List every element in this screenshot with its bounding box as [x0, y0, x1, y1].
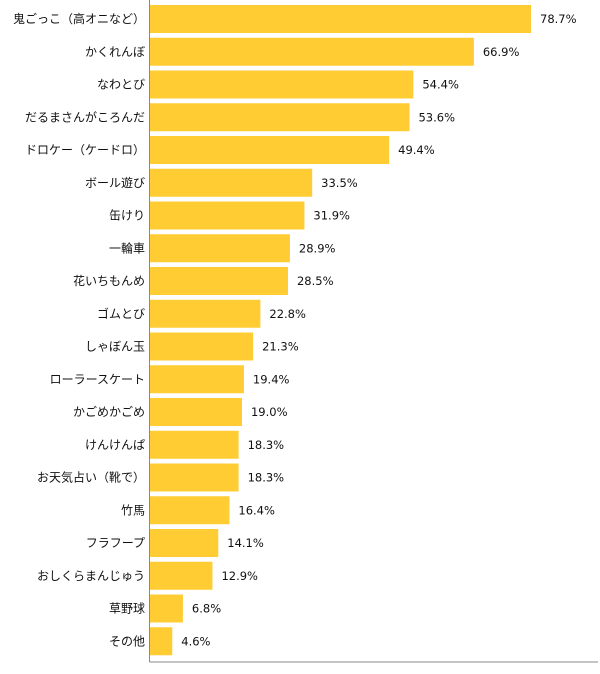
- category-label: 鬼ごっこ（高オニなど）: [13, 11, 145, 26]
- bar: [150, 365, 244, 394]
- bar: [150, 463, 239, 492]
- category-label: フラフープ: [86, 536, 145, 550]
- category-label: 花いちもんめ: [73, 273, 145, 288]
- value-label: 16.4%: [238, 503, 275, 517]
- bar: [150, 561, 213, 590]
- value-label: 18.3%: [248, 471, 285, 485]
- bar: [150, 430, 239, 459]
- bar: [150, 103, 410, 132]
- category-label: ボール遊び: [85, 175, 145, 190]
- value-label: 28.9%: [299, 241, 336, 255]
- value-labels: 78.7% 66.9% 54.4% 53.6% 49.4% 33.5% 31.9% 28.9%…: [181, 12, 576, 648]
- bar: [150, 136, 390, 164]
- category-label: おしくらまんじゅう: [37, 569, 145, 583]
- value-label: 31.9%: [313, 209, 350, 223]
- category-label: ドロケー（ケードロ）: [25, 143, 145, 157]
- value-label: 6.8%: [192, 602, 221, 616]
- bar: [150, 267, 288, 295]
- bar: [150, 37, 474, 66]
- value-label: 21.3%: [262, 340, 299, 354]
- category-label: かくれんぼ: [85, 45, 145, 59]
- value-label: 49.4%: [398, 143, 435, 157]
- bar: [150, 299, 261, 328]
- category-label: お天気占い（靴で）: [37, 470, 145, 485]
- bar: [150, 529, 219, 557]
- value-label: 14.1%: [227, 536, 264, 550]
- bars: [150, 5, 531, 656]
- bar: [150, 168, 313, 197]
- value-label: 12.9%: [221, 569, 258, 583]
- value-label: 53.6%: [418, 110, 455, 124]
- category-label: ゴムとび: [97, 306, 145, 321]
- value-label: 78.7%: [540, 12, 577, 26]
- category-labels: 鬼ごっこ（高オニなど） かくれんぼなわとびだるまさんがころんだドロケー（ケードロ）…: [13, 11, 145, 648]
- category-label: 缶けり: [109, 209, 145, 223]
- value-label: 4.6%: [181, 634, 210, 648]
- value-label: 33.5%: [321, 176, 358, 190]
- value-label: 19.0%: [251, 405, 288, 419]
- bar: [150, 5, 531, 33]
- bar: [150, 332, 254, 361]
- value-label: 66.9%: [483, 45, 520, 59]
- category-label: だるまさんがころんだ: [25, 109, 145, 124]
- value-label: 18.3%: [248, 438, 285, 452]
- value-label: 54.4%: [422, 78, 459, 92]
- category-label: しゃぼん玉: [85, 340, 145, 354]
- category-label: 竹馬: [121, 503, 145, 517]
- category-label: けんけんぱ: [85, 438, 145, 452]
- category-label: かごめかごめ: [73, 404, 145, 419]
- category-label: ローラースケート: [50, 372, 145, 386]
- value-label: 22.8%: [269, 307, 306, 321]
- value-label: 19.4%: [253, 372, 290, 386]
- bar: [150, 234, 290, 263]
- bar: [150, 496, 230, 525]
- category-label: 一輪車: [109, 240, 145, 255]
- bar: [150, 70, 414, 99]
- bar: [150, 594, 183, 623]
- bar: [150, 398, 242, 426]
- category-label: その他: [109, 634, 145, 648]
- category-label: 草野球: [109, 602, 145, 616]
- bar: [150, 201, 305, 230]
- category-label: なわとび: [97, 78, 145, 92]
- bar: [150, 627, 173, 656]
- value-label: 28.5%: [297, 274, 334, 288]
